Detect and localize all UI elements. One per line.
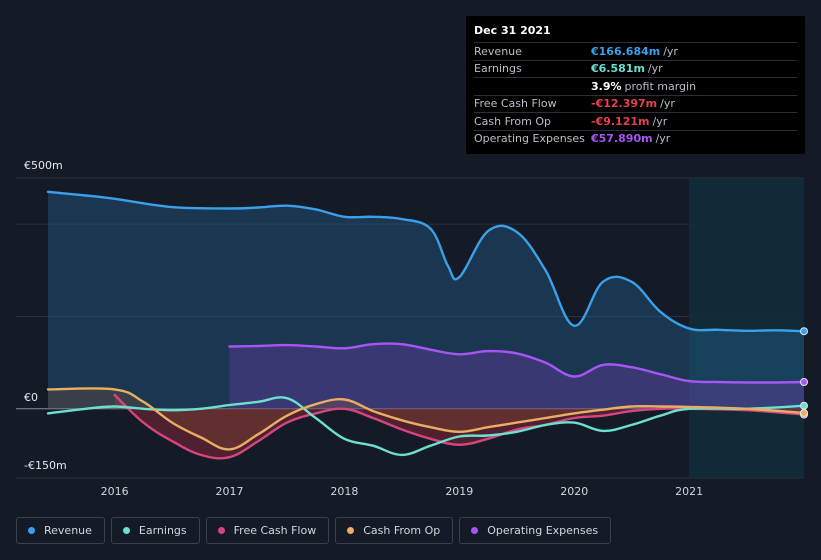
legend-label: Free Cash Flow (233, 524, 317, 537)
series-lines (46, 190, 806, 460)
tooltip-row-label: Cash From Op (474, 114, 552, 128)
tooltip-row: Cash From Op -€9.121m/yr (474, 113, 797, 131)
tooltip-row-unit: /yr (652, 114, 668, 128)
x-axis-labels: 2016 2017 2018 2019 2020 2021 (101, 485, 703, 498)
line-free-cash-flow (113, 393, 806, 460)
tooltip-row-value: €6.581m (591, 62, 645, 76)
legend-item-operating-expenses[interactable]: Operating Expenses (459, 517, 612, 544)
x-axis-tick-label: 2021 (675, 485, 703, 498)
x-axis-tick-label: 2020 (560, 485, 588, 498)
y-axis-labels: €500m €0 -€150m (24, 159, 67, 472)
tooltip-row-value: €57.890m (591, 132, 653, 146)
legend-dot-icon (28, 527, 35, 534)
line-operating-expenses (228, 342, 806, 384)
tooltip-row-value: -€12.397m (591, 97, 658, 111)
series-areas (48, 191, 805, 459)
y-axis-label: €0 (24, 391, 38, 404)
tooltip-rows: Revenue €166.684m/yr Earnings €6.581m/yr 3.9… (474, 43, 797, 147)
endpoint-revenue (800, 327, 808, 336)
tooltip-row-value: 3.9% (591, 79, 622, 93)
tooltip-row-label: Earnings (474, 62, 522, 76)
tooltip-row: Free Cash Flow -€12.397m/yr (474, 96, 797, 113)
x-axis-tick-label: 2017 (216, 485, 244, 498)
legend-dot-icon (471, 527, 479, 534)
line-earnings (46, 396, 806, 457)
chart-area: €500m €0 -€150m 2016 2017 2018 2019 2020 2021 (16, 159, 808, 498)
tooltip-row-label: Free Cash Flow (474, 97, 557, 111)
tooltip-row-value: -€9.121m (591, 114, 650, 128)
endpoint-cash-from-op (800, 408, 808, 417)
legend-label: Revenue (44, 524, 92, 537)
legend-item-free-cash-flow[interactable]: Free Cash Flow (205, 517, 330, 544)
line-cash-from-op (46, 387, 806, 451)
legend-label: Operating Expenses (487, 524, 599, 537)
legend-dot-icon (217, 527, 225, 534)
legend-item-revenue[interactable]: Revenue (16, 517, 105, 544)
area-cash-from-op (48, 388, 804, 450)
forecast-highlight (689, 178, 804, 478)
legend-label: Earnings (138, 524, 187, 537)
y-axis-label: -€150m (24, 459, 67, 472)
tooltip-row-unit: /yr (647, 62, 663, 76)
tooltip-row-unit: /yr (660, 97, 675, 111)
legend-item-cash-from-op[interactable]: Cash From Op (335, 517, 454, 544)
series-endpoints (800, 327, 808, 419)
line-revenue (46, 190, 806, 333)
area-operating-expenses (229, 343, 804, 409)
tooltip-row-unit: profit margin (624, 79, 697, 93)
data-tooltip: Dec 31 2021 Revenue €166.684m/yr Earnings €… (466, 16, 805, 154)
tooltip-row-label: Operating Expenses (474, 132, 585, 146)
legend-dot-icon (122, 527, 130, 534)
legend-item-earnings[interactable]: Earnings (110, 517, 200, 544)
x-axis-tick-label: 2019 (445, 485, 473, 498)
tooltip-row-value: €166.684m (591, 44, 661, 58)
area-revenue (48, 191, 804, 409)
y-axis-label: €500m (24, 159, 63, 172)
highlight-region (689, 178, 804, 478)
x-axis-tick-label: 2018 (330, 485, 358, 498)
endpoint-operating-expenses (800, 378, 808, 387)
tooltip-row: 3.9% profit margin (474, 78, 797, 96)
tooltip-row-unit: /yr (655, 132, 671, 146)
legend-dot-icon (347, 527, 355, 534)
endpoint-earnings (800, 401, 808, 410)
tooltip-row: Operating Expenses €57.890m/yr (474, 131, 797, 148)
legend-label: Cash From Op (363, 524, 441, 537)
tooltip-row: Revenue €166.684m/yr (474, 43, 797, 61)
chart-legend: Revenue Earnings Free Cash Flow Cash From O… (16, 517, 612, 544)
tooltip-date: Dec 31 2021 (474, 24, 797, 43)
tooltip-row: Earnings €6.581m/yr (474, 61, 797, 78)
x-axis-tick-label: 2016 (101, 485, 129, 498)
tooltip-row-unit: /yr (663, 44, 678, 58)
tooltip-row-label: Revenue (474, 44, 522, 58)
